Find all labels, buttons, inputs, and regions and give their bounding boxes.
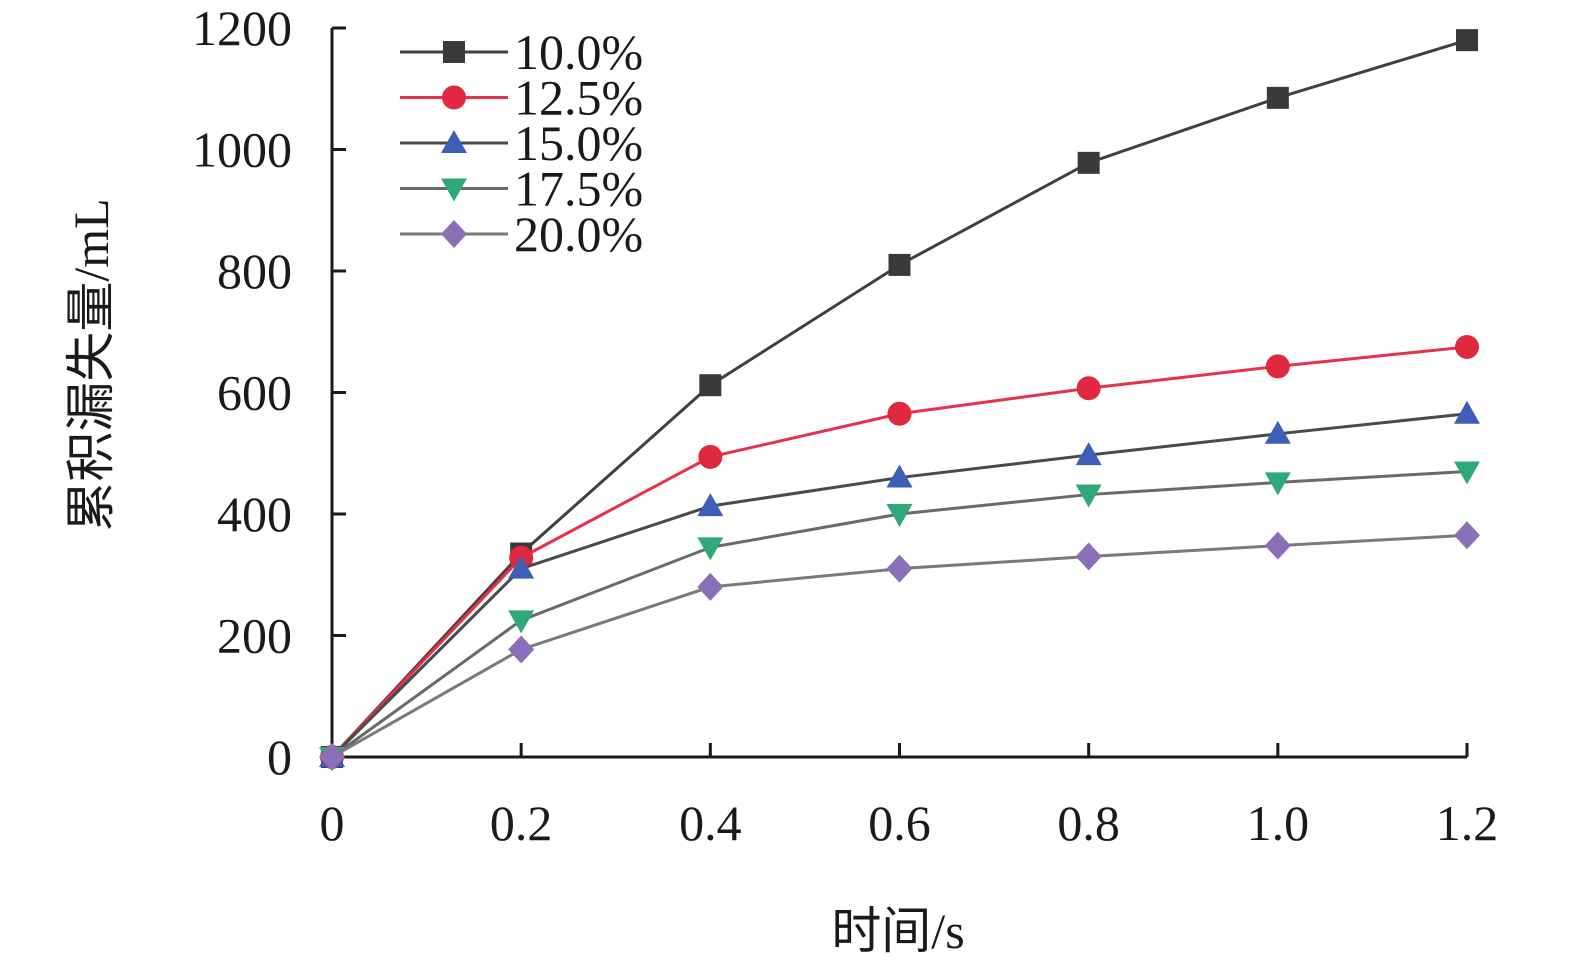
x-tick-label: 0.4 [679, 795, 742, 851]
x-tick-label: 0 [320, 795, 345, 851]
data-point [508, 635, 535, 664]
y-tick-label: 200 [217, 608, 292, 664]
x-tick-label: 1.0 [1247, 795, 1310, 851]
series-line [330, 38, 1468, 759]
legend-marker [443, 41, 465, 63]
data-point [697, 572, 724, 601]
x-tick-label: 1.2 [1436, 795, 1499, 851]
legend-item: 10.0% [400, 24, 643, 80]
data-point [1454, 461, 1480, 485]
data-point [887, 401, 912, 426]
series-layer [319, 29, 1480, 771]
data-point [1456, 29, 1478, 52]
legend-label: 10.0% [514, 24, 643, 80]
y-tick-label: 600 [217, 365, 292, 421]
data-point [1455, 334, 1479, 359]
series-3 [319, 400, 1480, 767]
x-tick-label: 0.2 [490, 795, 553, 851]
legend-item: 20.0% [400, 206, 643, 262]
legend-marker [441, 220, 467, 248]
legend-label: 15.0% [514, 115, 643, 171]
data-point [508, 610, 535, 634]
x-tick-label: 0.8 [1057, 795, 1120, 851]
legend-label: 12.5% [514, 70, 643, 126]
data-point [1264, 472, 1291, 496]
data-point [1075, 542, 1102, 571]
y-axis-label: 累积漏失量/mL [63, 198, 119, 531]
data-point [1454, 400, 1480, 424]
series-4 [319, 461, 1480, 770]
data-point [1077, 151, 1100, 174]
data-point [886, 504, 913, 527]
data-point [886, 554, 913, 583]
legend-item: 17.5% [400, 161, 643, 217]
data-point [1264, 531, 1291, 560]
data-point [1264, 420, 1291, 444]
data-point [697, 537, 724, 561]
data-point [1265, 354, 1290, 379]
y-tick-label: 1200 [192, 0, 292, 56]
x-tick-label: 0.6 [868, 795, 931, 851]
y-tick-label: 0 [267, 729, 292, 785]
legend-label: 17.5% [514, 161, 643, 217]
legend-marker [441, 178, 467, 202]
legend-marker [442, 85, 466, 110]
data-point [508, 555, 535, 579]
data-point [1076, 376, 1101, 401]
data-point [1075, 442, 1102, 466]
y-tick-label: 1000 [192, 122, 292, 178]
series-1 [321, 29, 1478, 768]
legend-marker [441, 130, 467, 153]
data-point [888, 253, 911, 276]
data-point [886, 464, 913, 488]
legend-item: 15.0% [400, 115, 643, 171]
data-point [1266, 86, 1289, 109]
y-tick-label: 400 [217, 486, 292, 542]
data-point [697, 493, 724, 517]
y-tick-label: 800 [217, 243, 292, 299]
series-2 [320, 334, 1479, 769]
data-point [699, 374, 722, 397]
series-5 [319, 521, 1480, 771]
x-axis-label: 时间/s [831, 903, 964, 959]
legend: 10.0%12.5%15.0%17.5%20.0% [400, 24, 643, 262]
data-point [319, 743, 345, 771]
data-point [1075, 484, 1102, 508]
data-point [1454, 521, 1480, 550]
legend-item: 12.5% [400, 70, 643, 126]
data-point [698, 444, 723, 469]
axes: 0 200 400 600 800 1000 1200 0 0.2 0.4 0.6 0.8 1.0 1.2 [192, 0, 1498, 851]
legend-label: 20.0% [514, 206, 643, 262]
